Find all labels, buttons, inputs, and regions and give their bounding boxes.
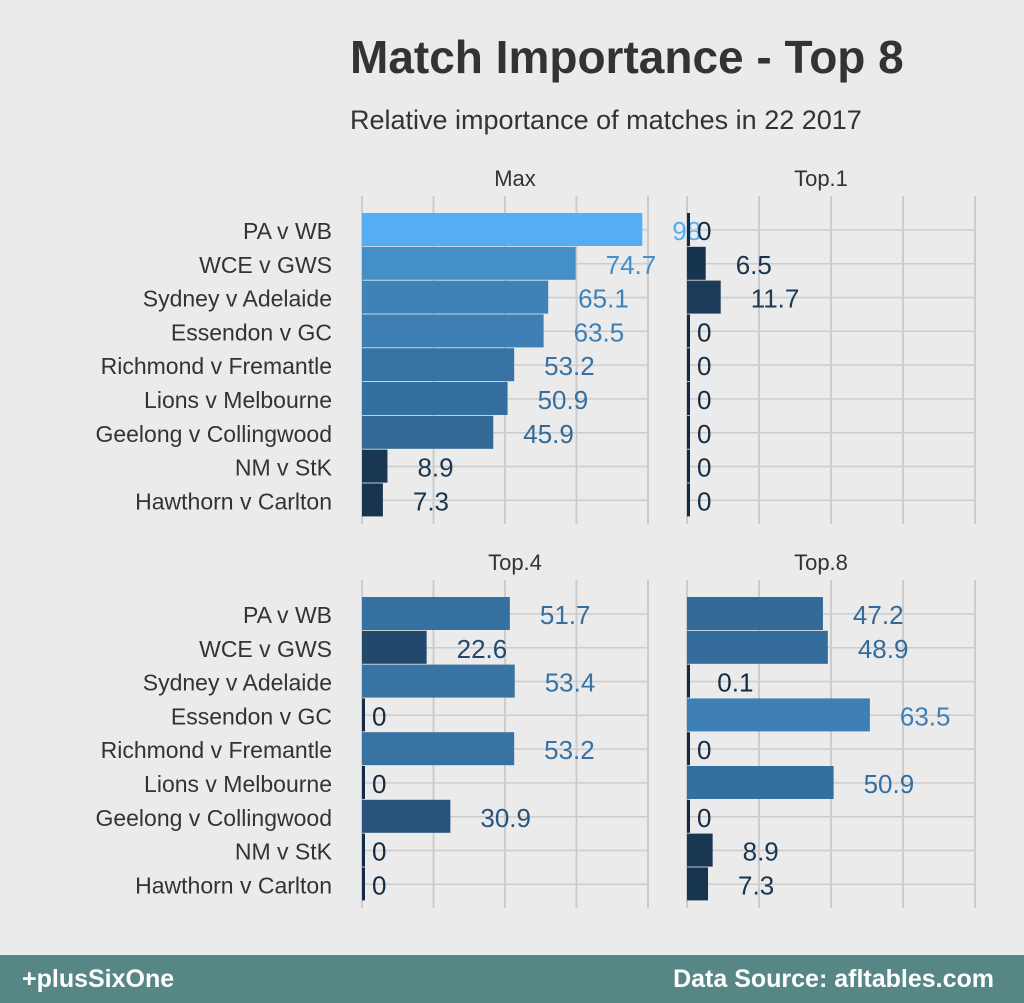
data-label: 11.7 [751,284,800,314]
data-label: 0 [697,216,711,246]
facet-label: Top.1 [794,166,848,191]
data-label: 0 [697,419,711,449]
category-label: Richmond v Fremantle [101,353,332,379]
category-label: WCE v GWS [199,636,332,662]
bar [687,833,713,867]
category-label: PA v WB [243,218,332,244]
data-label: 48.9 [858,634,909,664]
data-label: 0 [697,803,711,833]
bar [362,698,365,732]
bar [687,382,690,415]
footer-brand: +plusSixOne [22,965,175,993]
data-label: 0 [372,870,386,900]
bar [362,348,515,382]
bar [362,483,383,517]
bar [362,833,365,867]
bar [362,630,427,664]
bar [687,415,690,449]
data-label: 53.4 [545,668,596,698]
bar [687,732,690,766]
bar [362,415,494,449]
category-label: PA v WB [243,602,332,628]
bar [362,246,576,280]
bar [687,314,690,348]
bar [687,698,870,732]
data-label: 22.6 [457,634,508,664]
data-label: 0 [697,735,711,765]
data-label: 0 [697,317,711,347]
bar [687,348,690,382]
category-label: NM v StK [235,455,333,481]
category-label: Sydney v Adelaide [143,670,332,696]
data-label: 45.9 [523,419,574,449]
faceted-bar-chart: Max PA v WB WCE v GWS Sydney v Adelaide Esse… [95,166,976,908]
data-label: 53.2 [544,351,595,381]
category-label: NM v StK [235,839,333,865]
data-label: 7.3 [738,870,774,900]
data-label: 47.2 [853,600,904,630]
bar [687,246,706,280]
category-label: WCE v GWS [199,252,332,278]
bar [362,867,365,901]
bar [362,213,643,246]
data-label: 51.7 [540,600,591,630]
data-label: 0.1 [717,668,753,698]
bar [687,630,828,664]
facet-label: Top.8 [794,550,848,575]
bar [362,732,515,766]
category-label: Geelong v Collingwood [95,421,332,447]
facet-label: Max [494,166,536,191]
data-label: 0 [372,701,386,731]
chart-subtitle: Relative importance of matches in 22 201… [350,105,862,135]
data-label: 0 [697,385,711,415]
category-label: Essendon v GC [171,703,332,729]
data-label: 63.5 [900,701,951,731]
data-label: 53.2 [544,735,595,765]
category-label: Sydney v Adelaide [143,286,332,312]
bar [687,280,721,314]
bar [362,799,451,833]
data-label: 0 [697,486,711,516]
bar [362,664,515,698]
data-label: 63.5 [574,317,625,347]
category-label: Essendon v GC [171,319,332,345]
data-label: 8.9 [743,837,779,867]
footer-bar: +plusSixOne Data Source: afltables.com [0,955,1024,1003]
bar [687,664,690,698]
facet-label: Top.4 [488,550,542,575]
category-label: Lions v Melbourne [144,771,332,797]
data-label: 50.9 [864,769,915,799]
data-label: 74.7 [606,250,657,280]
data-label: 8.9 [417,453,453,483]
category-label: Hawthorn v Carlton [135,488,332,514]
data-label: 65.1 [578,284,629,314]
bar [362,280,549,314]
category-label: Geelong v Collingwood [95,805,332,831]
chart-title: Match Importance - Top 8 [350,31,904,83]
bar [362,382,508,415]
data-label: 50.9 [538,385,589,415]
data-label: 0 [372,769,386,799]
bar [687,213,690,246]
bar [687,766,834,799]
bar [687,483,690,517]
footer-source: Data Source: afltables.com [673,965,994,993]
data-label: 0 [697,351,711,381]
data-label: 7.3 [413,486,449,516]
data-label: 6.5 [736,250,772,280]
data-label: 30.9 [480,803,531,833]
bar [687,799,690,833]
bar [687,597,823,630]
bar [362,449,388,483]
bar [362,766,365,799]
bar [362,597,510,630]
bar [687,867,709,901]
category-label: Hawthorn v Carlton [135,872,332,898]
bar [362,314,544,348]
category-label: Richmond v Fremantle [101,737,332,763]
data-label: 0 [372,837,386,867]
data-label: 0 [697,453,711,483]
bar [687,449,690,483]
category-label: Lions v Melbourne [144,387,332,413]
